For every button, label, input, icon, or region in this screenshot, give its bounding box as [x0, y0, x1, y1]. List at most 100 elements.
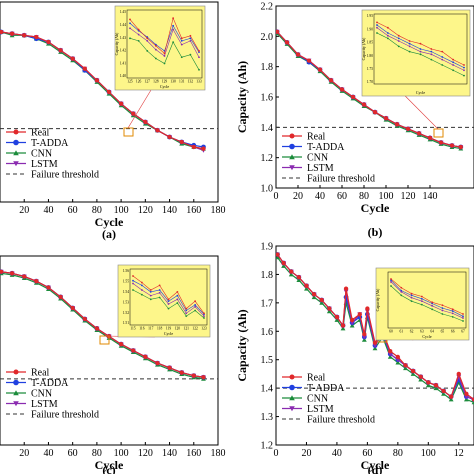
legend-label: Real: [31, 128, 50, 139]
legend-label: CNN: [31, 149, 52, 160]
inset-marker: [137, 39, 140, 42]
legend-label: CNN: [31, 389, 52, 400]
x-tick-label: 20: [19, 205, 29, 216]
inset-x-label: Cycle: [422, 334, 432, 339]
marker-real: [388, 349, 393, 354]
inset-frame: [126, 9, 203, 79]
inset-marker: [180, 37, 183, 40]
marker-real: [34, 279, 39, 284]
chart-panel-b: 0 20 40 60 80 100 120 140 1.0 1.2 1.4 1.6 1.8 2.0 2.2 C…: [235, 2, 474, 239]
inset-y-tick-label: 1.40: [120, 74, 126, 78]
inset-marker: [140, 281, 143, 284]
marker-real: [441, 388, 446, 394]
marker-real: [106, 89, 112, 95]
inset-marker: [397, 34, 400, 37]
inset-marker: [132, 282, 134, 285]
marker-real: [340, 323, 346, 328]
inset-marker: [149, 298, 152, 301]
inset-x-tick-label: 129: [162, 80, 168, 84]
legend-label: CNN: [307, 394, 328, 405]
inset-marker: [172, 41, 175, 44]
inset-marker: [431, 308, 434, 311]
legend-label: Failure threshold: [31, 170, 99, 181]
x-tick-label: 120: [138, 205, 153, 216]
inset-marker: [376, 24, 378, 26]
x-tick-label: 140: [162, 205, 177, 216]
inset-marker: [167, 307, 170, 310]
inset-x-tick-label: 126: [136, 80, 142, 84]
inset-marker: [410, 296, 413, 299]
marker-cnn: [463, 397, 469, 402]
inset-marker: [137, 33, 140, 36]
marker-cnn: [288, 272, 294, 277]
y-tick-label: 1.7: [261, 298, 274, 309]
inset-x-tick-label: 116: [139, 327, 144, 331]
inset-marker: [451, 310, 454, 312]
inset-marker: [430, 50, 433, 53]
marker-cnn: [403, 365, 408, 371]
marker-real: [289, 269, 294, 274]
inset-marker: [419, 48, 422, 50]
inset-marker: [376, 21, 378, 24]
marker-real: [361, 102, 367, 107]
inset-marker: [420, 295, 423, 298]
inset-marker: [158, 291, 161, 294]
chart-panel-a: 20 40 60 80 100 120 140 160 180Cycle(a)RealT-ADD…: [0, 1, 226, 241]
inset-frame: [387, 271, 467, 329]
marker-lstm: [387, 352, 393, 357]
marker-real: [46, 39, 51, 45]
marker-real: [9, 31, 15, 36]
marker-lstm: [361, 335, 367, 340]
inset-marker: [176, 294, 179, 297]
inset-marker: [400, 290, 403, 293]
marker-real: [410, 368, 416, 374]
inset-x-tick-label: 115: [130, 327, 135, 331]
legend-label: LSTM: [307, 163, 334, 174]
inset-x-tick-label: 119: [166, 327, 171, 331]
inset-marker: [154, 43, 157, 46]
inset-marker: [198, 56, 200, 59]
inset-marker: [441, 313, 444, 315]
marker-real: [357, 312, 362, 317]
inset-x-tick-label: 131: [179, 80, 185, 84]
marker-lstm: [372, 343, 378, 348]
marker-lstm: [289, 165, 295, 171]
inset-marker: [167, 298, 170, 301]
inset-marker: [163, 62, 166, 65]
inset-marker: [189, 39, 192, 42]
inset-y-label: Capacity (Ah): [375, 288, 380, 311]
marker-real: [191, 373, 196, 378]
marker-cnn: [289, 154, 295, 160]
inset-marker: [410, 294, 413, 297]
inset-marker: [163, 55, 166, 57]
legend-label: T-ADDA: [307, 142, 345, 153]
marker-cnn: [418, 377, 424, 382]
x-tick-label: 60: [68, 205, 78, 216]
marker-real: [418, 374, 423, 379]
marker-real: [304, 283, 309, 288]
x-tick-label: 20: [293, 191, 303, 202]
inset-x-tick-label: 127: [145, 80, 151, 84]
inset-marker: [185, 307, 188, 310]
marker-real: [58, 294, 63, 300]
marker-real: [295, 52, 301, 57]
inset-marker: [140, 293, 143, 296]
marker-real: [167, 134, 172, 140]
inset: 125 126 127 128 129 130 131 132 133 1.40 1.41 1.42 1…: [114, 5, 206, 129]
x-tick-label: 40: [315, 191, 325, 202]
marker-real: [327, 306, 332, 311]
legend-label: LSTM: [31, 159, 58, 170]
inset-marker: [451, 312, 454, 315]
x-tick-label: 40: [43, 448, 53, 459]
marker-lstm: [13, 161, 19, 167]
inset-marker: [463, 74, 465, 77]
series-line-real: [1, 271, 204, 378]
inset-marker: [386, 37, 389, 40]
inset-x-tick-label: 118: [157, 327, 162, 331]
inset-x-tick-label: 62: [410, 330, 414, 334]
marker-real: [426, 380, 431, 385]
inset-marker: [419, 42, 422, 45]
x-tick-label: 100: [421, 448, 436, 459]
inset-marker: [462, 315, 464, 318]
marker-real: [349, 317, 355, 323]
